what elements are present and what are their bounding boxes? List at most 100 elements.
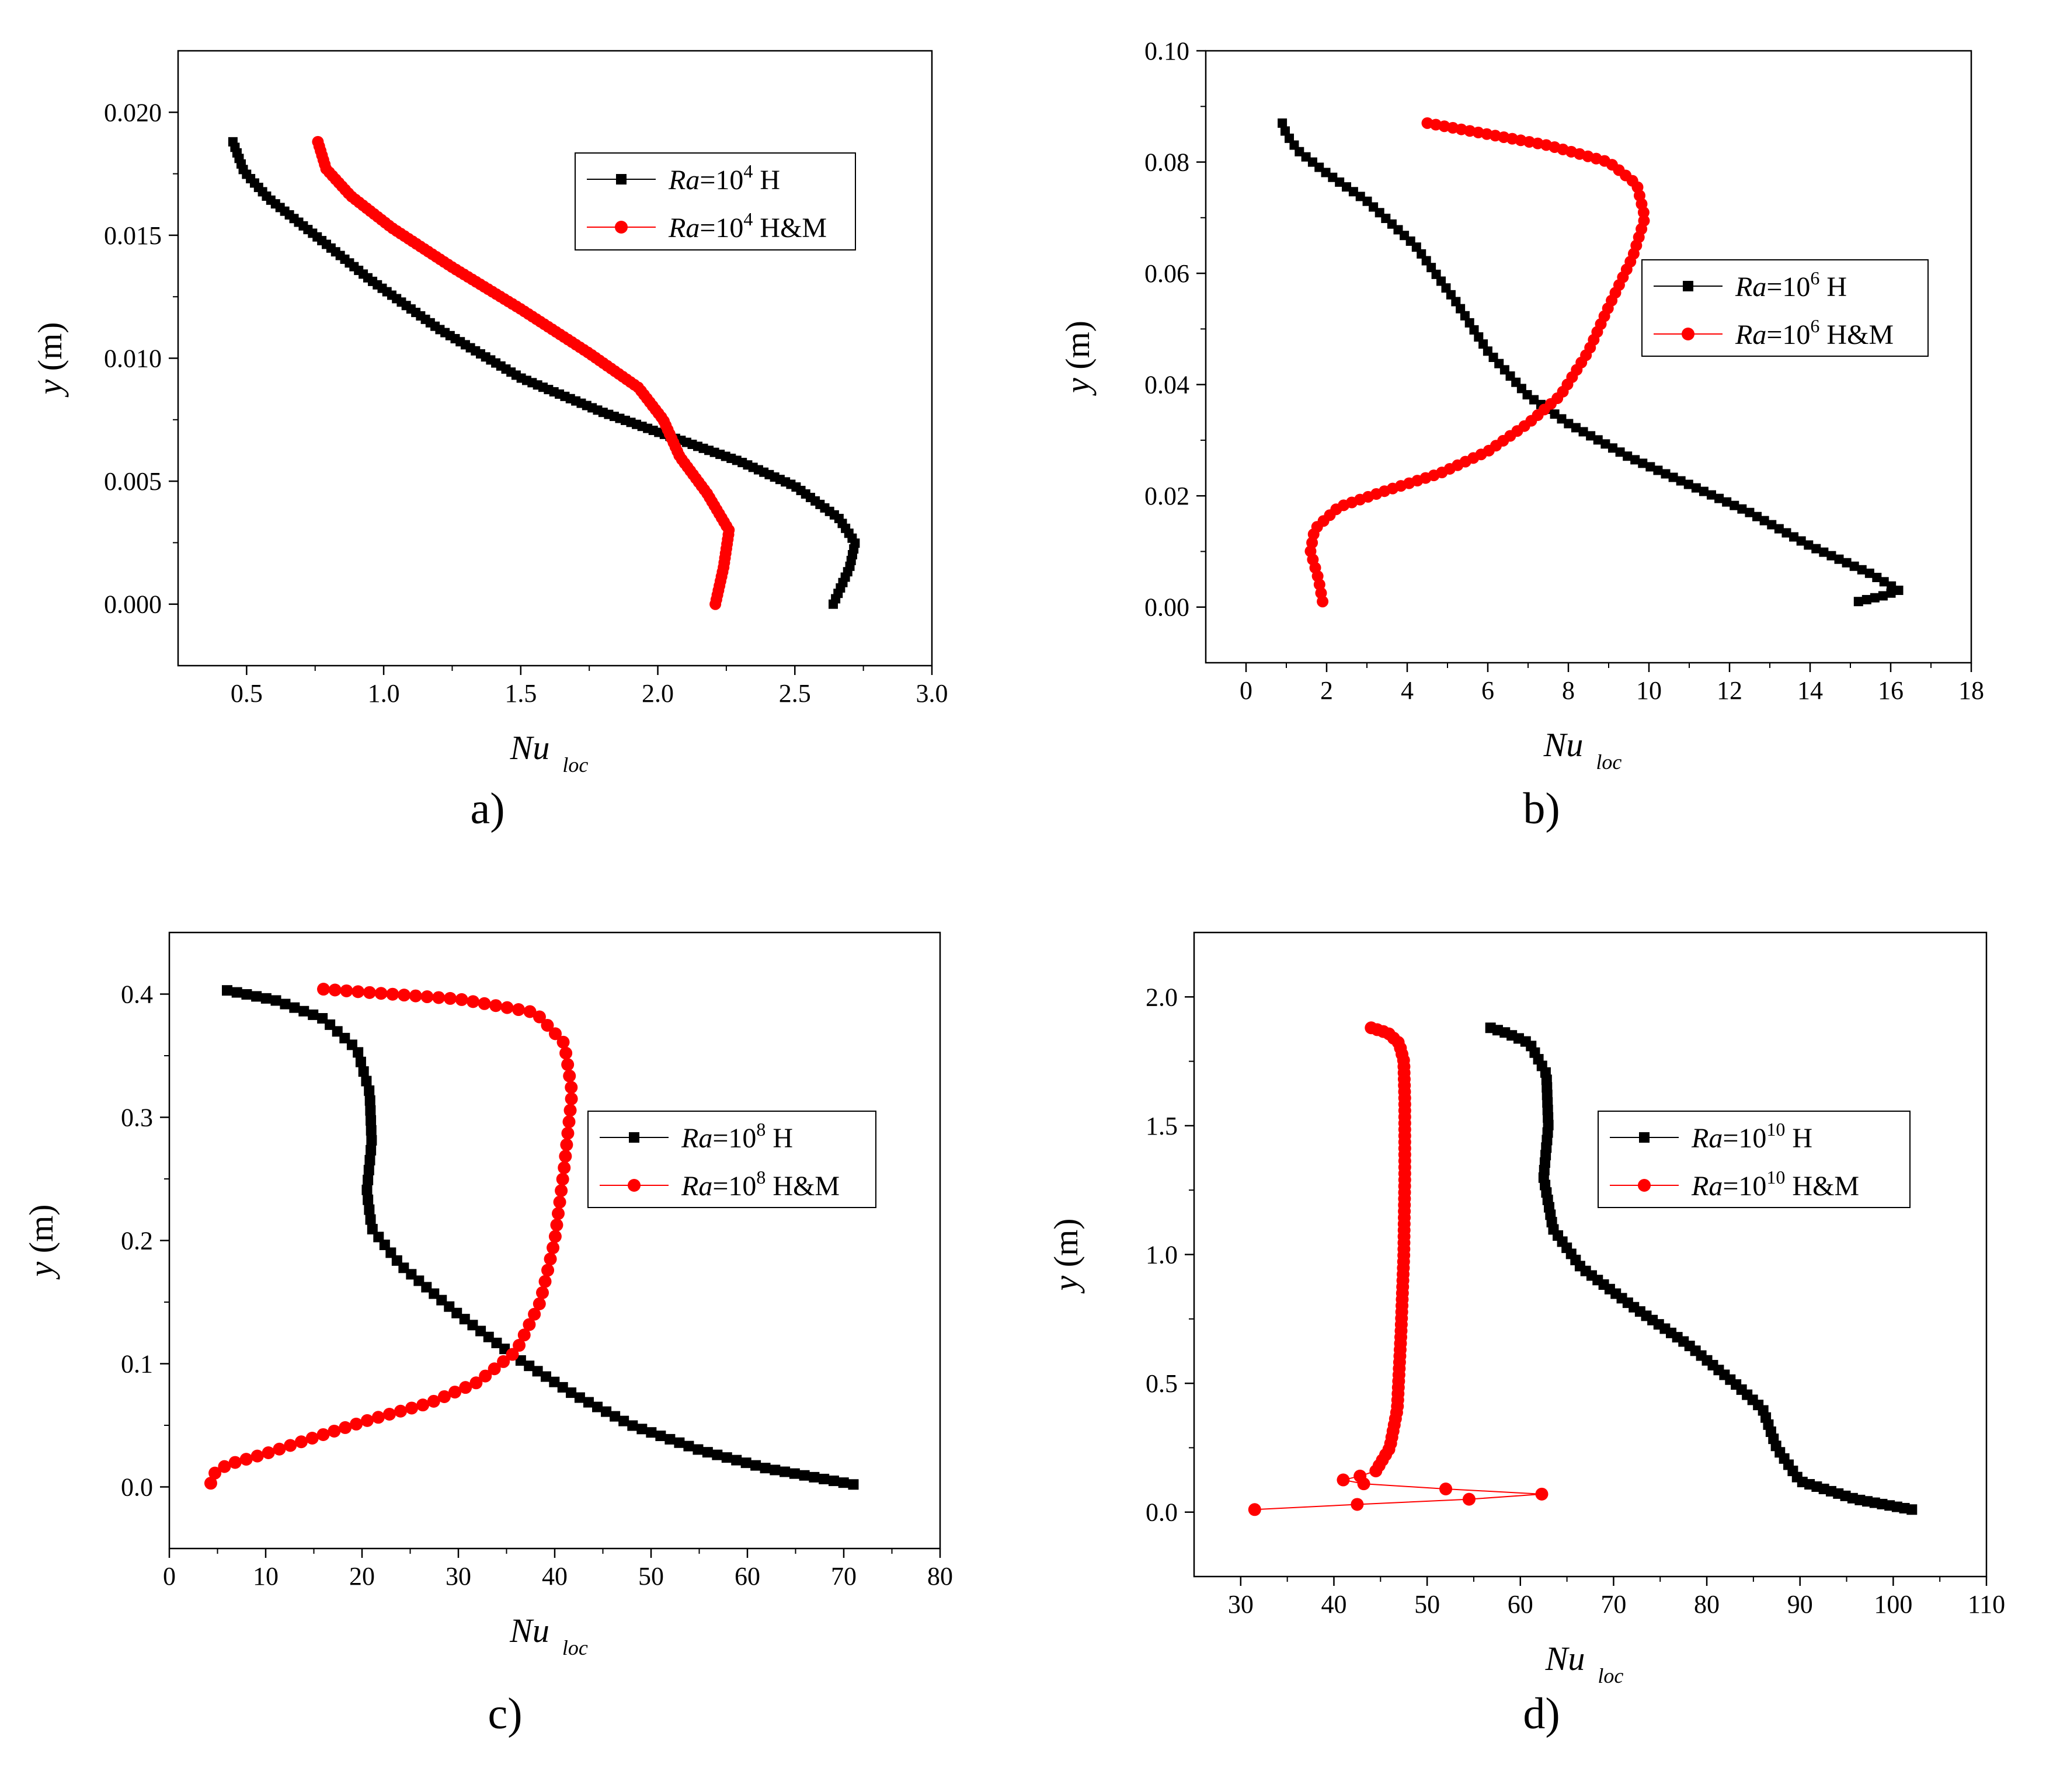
data-point <box>1683 479 1693 489</box>
data-point <box>1478 339 1488 349</box>
data-point <box>1691 483 1701 493</box>
x-tick-label: 4 <box>1401 676 1414 705</box>
data-point <box>360 1414 374 1427</box>
data-point <box>222 985 232 996</box>
legend-marker <box>1639 1132 1650 1143</box>
y-tick-label: 0.0 <box>1146 1498 1178 1527</box>
data-point <box>1811 544 1821 554</box>
data-point <box>367 1224 378 1235</box>
y-tick-label: 0.000 <box>104 590 162 619</box>
x-axis-label: Nu loc <box>1543 726 1622 774</box>
x-tick-label: 50 <box>638 1562 664 1591</box>
data-point <box>664 1433 676 1445</box>
y-tick-label: 0.02 <box>1144 482 1189 510</box>
data-point <box>1456 304 1466 314</box>
y-tick-label: 0.015 <box>104 221 162 250</box>
x-tick-label: 2 <box>1320 676 1333 705</box>
series-line <box>227 990 854 1485</box>
x-tick-label: 80 <box>1694 1590 1720 1619</box>
x-tick-label: 0 <box>1240 676 1252 705</box>
data-point <box>366 1144 377 1156</box>
data-point <box>547 1241 560 1254</box>
legend: Ra=1010 H Ra=1010 H&M <box>1598 1111 1911 1208</box>
x-tick-label: 10 <box>1636 676 1662 705</box>
series-line <box>1490 1027 1912 1511</box>
data-point <box>1834 554 1844 564</box>
data-point <box>328 1424 341 1438</box>
legend-label: Ra=108 H&M <box>681 1167 840 1202</box>
data-point <box>289 1002 300 1013</box>
data-point <box>760 1463 771 1474</box>
legend-label: Ra=104 H <box>668 161 780 196</box>
data-point <box>350 1417 363 1431</box>
data-point <box>374 987 388 1000</box>
data-point <box>740 1457 751 1469</box>
data-point <box>528 1307 541 1321</box>
legend-label: Ra=1010 H <box>1691 1119 1812 1154</box>
data-point <box>563 1104 577 1117</box>
data-point <box>1464 318 1474 328</box>
series-hm <box>1248 1021 1549 1516</box>
data-point <box>1353 1469 1367 1483</box>
y-axis-label: y (m) <box>1047 1219 1085 1294</box>
data-point <box>1796 536 1806 546</box>
data-point <box>566 1387 577 1398</box>
panel-label: b) <box>1523 784 1560 833</box>
y-tick-label: 0.1 <box>121 1350 153 1379</box>
data-point <box>538 1275 552 1288</box>
legend-label: Ra=108 H <box>681 1119 793 1154</box>
data-point <box>549 1376 560 1387</box>
panel-label: c) <box>488 1689 522 1738</box>
data-point <box>562 1115 576 1129</box>
data-point <box>1849 561 1859 571</box>
data-point <box>218 1460 231 1473</box>
legend: Ra=108 H Ra=108 H&M <box>587 1111 876 1208</box>
data-point <box>731 1455 742 1466</box>
data-point <box>1607 443 1617 453</box>
data-point <box>540 1371 551 1382</box>
data-point <box>317 983 330 996</box>
data-point <box>560 1138 573 1151</box>
data-point <box>819 1473 830 1484</box>
data-point <box>459 1314 470 1325</box>
data-point <box>550 1218 563 1231</box>
data-point <box>770 1464 781 1476</box>
data-point <box>497 1355 510 1368</box>
data-point <box>250 1449 264 1463</box>
y-axis-label: y (m) <box>22 1205 60 1280</box>
data-point <box>1483 346 1492 356</box>
x-tick-label: 40 <box>542 1562 568 1591</box>
x-tick-label: 1.5 <box>504 679 537 708</box>
data-point <box>366 1115 377 1126</box>
data-point <box>270 995 281 1006</box>
data-point <box>1439 1482 1453 1495</box>
data-point <box>204 1477 217 1490</box>
data-point <box>364 1154 375 1165</box>
data-point <box>489 999 503 1012</box>
data-point <box>1668 472 1678 482</box>
data-point <box>1535 1487 1549 1501</box>
panel-label: d) <box>1523 1689 1560 1738</box>
series-hm <box>312 135 735 610</box>
data-point <box>366 1125 377 1136</box>
data-point <box>549 1027 562 1041</box>
data-point <box>1894 585 1904 595</box>
data-point <box>828 1476 839 1487</box>
data-point <box>553 1195 566 1209</box>
data-point <box>1819 547 1829 557</box>
data-point <box>552 1207 565 1220</box>
data-point <box>1864 568 1874 578</box>
data-point <box>583 1397 594 1408</box>
data-point <box>491 1337 502 1348</box>
data-point <box>363 1164 374 1175</box>
data-point <box>483 1331 494 1342</box>
x-tick-label: 18 <box>1958 676 1984 705</box>
data-point <box>1789 532 1799 542</box>
data-point <box>721 1452 732 1463</box>
chart-panel-b: 0 2 4 6 8 10 12 14 16 18 0.00 0.02 0.04 0.06 0.08 0.10 N… <box>1059 37 1984 833</box>
data-point <box>284 1439 297 1452</box>
y-tick-label: 0.020 <box>104 98 162 127</box>
data-point <box>1804 540 1814 550</box>
data-point <box>1737 504 1747 514</box>
plot-frame <box>177 50 933 667</box>
